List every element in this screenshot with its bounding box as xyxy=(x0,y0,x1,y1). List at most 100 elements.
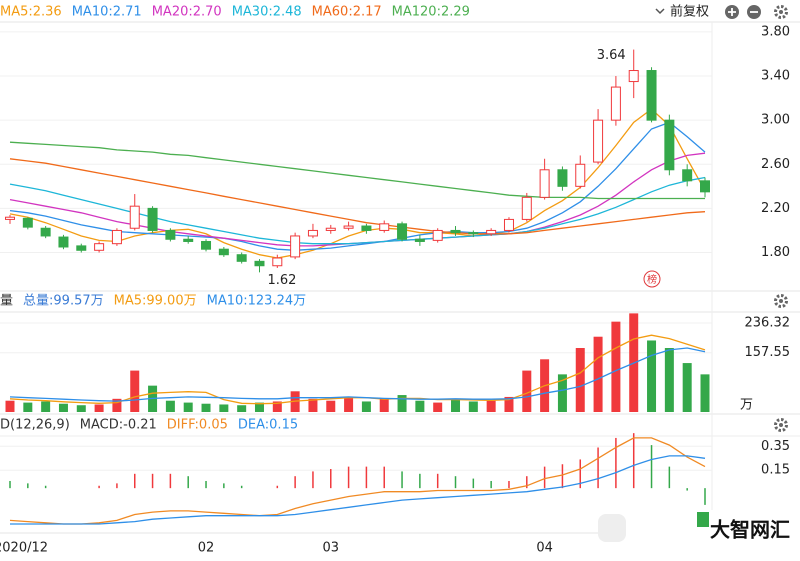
candle-body xyxy=(521,196,532,220)
volume-bar xyxy=(415,400,425,412)
volume-bar xyxy=(183,402,193,412)
volume-bar xyxy=(468,401,478,412)
candle-body xyxy=(325,227,336,231)
volume-bar xyxy=(682,363,692,412)
settings[interactable] xyxy=(774,294,788,308)
volume-bar xyxy=(486,400,496,412)
y-tick-label: 2.20 xyxy=(761,201,790,216)
legend-entry: MA10:2.71 xyxy=(72,5,142,20)
x-tick-label: 02 xyxy=(198,541,215,556)
line xyxy=(9,437,706,525)
badge[interactable] xyxy=(643,270,661,288)
candle-body xyxy=(40,227,51,237)
candle-body xyxy=(343,225,354,229)
candle-body xyxy=(147,207,158,231)
line xyxy=(9,121,706,251)
y-tick-label: 157.55 xyxy=(745,345,791,360)
candle-body xyxy=(682,169,693,182)
volume-bar xyxy=(272,401,282,412)
candle-body xyxy=(450,229,461,234)
adjust-button[interactable]: 前复权 xyxy=(670,4,709,20)
volume-bar xyxy=(58,403,68,412)
candle-body xyxy=(432,229,443,241)
volume-bar xyxy=(254,402,264,412)
x-tick-label: 03 xyxy=(322,541,339,556)
candle-body xyxy=(272,257,283,267)
legend-entry: MA60:2.17 xyxy=(312,5,382,20)
legend-entry: MA10:123.24万 xyxy=(207,294,307,309)
y-axis-unit: 万 xyxy=(740,398,753,413)
y-tick-label: 3.00 xyxy=(761,113,790,128)
legend-entry: MA5:99.00万 xyxy=(114,294,197,309)
line xyxy=(9,141,705,200)
volume-bar xyxy=(76,405,86,412)
candle-body xyxy=(397,223,408,240)
volume-bar xyxy=(522,370,532,412)
legend-entry: 总量:99.57万 xyxy=(23,294,104,309)
x-tick-label: 04 xyxy=(536,541,553,556)
settings[interactable] xyxy=(774,418,788,432)
y-tick-label: 3.80 xyxy=(761,24,790,39)
volume-bar xyxy=(647,340,657,412)
candle-body xyxy=(414,238,425,242)
candle-body xyxy=(76,245,87,251)
line xyxy=(10,455,706,525)
legend-entry: MA120:2.29 xyxy=(392,5,470,20)
dropdown-arrow[interactable] xyxy=(655,8,665,15)
logo-icon xyxy=(598,514,626,542)
volume-bar xyxy=(219,404,229,412)
candle-body xyxy=(236,254,247,262)
candle-body xyxy=(290,235,301,258)
legend-entry: MACD:-0.21 xyxy=(80,418,157,433)
legend-entry: DEA:0.15 xyxy=(238,418,298,433)
candle-body xyxy=(593,119,604,163)
candle-body xyxy=(379,223,390,231)
annotation: 1.62 xyxy=(267,273,296,288)
y-tick-label: 2.60 xyxy=(761,157,790,172)
candle-body xyxy=(557,169,568,187)
volume-bar xyxy=(344,396,354,412)
candle-body xyxy=(22,217,33,228)
volume-bar xyxy=(575,348,585,412)
histogram-tail xyxy=(697,512,709,527)
volume-bar xyxy=(237,405,247,412)
candle-body xyxy=(165,229,176,240)
legend-entry: MA20:2.70 xyxy=(152,5,222,20)
zoom-in-icon xyxy=(728,8,736,16)
volume-bar xyxy=(611,321,621,412)
volume-bar xyxy=(94,404,104,412)
legend-entry: 量 xyxy=(0,294,13,309)
volume-bar xyxy=(5,400,15,412)
candle-body xyxy=(58,236,69,248)
candle-body xyxy=(218,248,229,256)
volume-bar xyxy=(361,401,371,412)
candle-body xyxy=(700,180,710,193)
line xyxy=(9,158,706,235)
candle-body xyxy=(468,232,479,235)
candle-body xyxy=(610,86,621,121)
legend-entry: D(12,26,9) xyxy=(0,418,70,433)
annotation: 3.64 xyxy=(597,48,626,63)
legend-entry: DIFF:0.05 xyxy=(167,418,228,433)
candle-body xyxy=(94,243,105,251)
settings[interactable] xyxy=(774,5,788,19)
volume-bar xyxy=(664,348,674,412)
candle-body xyxy=(129,205,140,229)
volume-bar xyxy=(451,399,461,412)
volume-bar xyxy=(41,401,51,412)
candle-body xyxy=(361,225,372,231)
candle-body xyxy=(628,70,639,83)
candle-body xyxy=(646,70,657,121)
line xyxy=(9,347,706,402)
candle-body xyxy=(539,169,550,198)
y-tick-label: 0.15 xyxy=(761,463,790,478)
volume-bar xyxy=(700,374,710,412)
candle-body xyxy=(183,238,194,242)
y-tick-label: 236.32 xyxy=(745,316,791,331)
line xyxy=(9,176,706,245)
volume-bar xyxy=(433,402,443,412)
volume-bar xyxy=(593,336,603,412)
candle-body xyxy=(307,229,318,237)
